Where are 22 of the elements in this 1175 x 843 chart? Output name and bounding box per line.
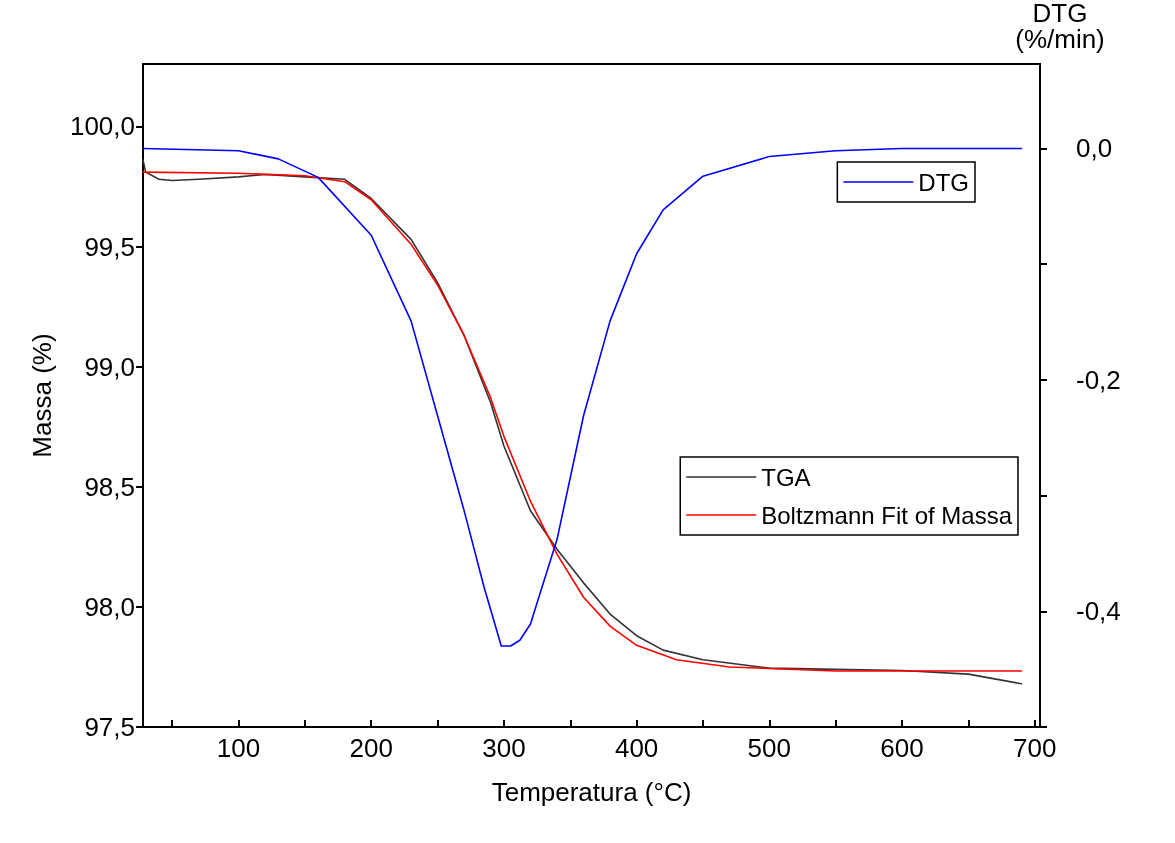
x-tick-label: 200 [349, 733, 393, 763]
y2-axis-title: DTG (%/min) [1015, 0, 1105, 54]
legend-label: Boltzmann Fit of Massa [761, 501, 1013, 529]
legend-label: DTG [918, 168, 970, 196]
x-tick-label: 500 [747, 733, 791, 763]
x-tick-label: 600 [880, 733, 924, 763]
x-tick-label: 400 [614, 733, 659, 763]
x-tick-label: 700 [1013, 733, 1057, 763]
y2-tick-label: -0,4 [1076, 596, 1121, 627]
y-tick-label: 99,5 [84, 231, 135, 262]
y2-tick-label: -0,2 [1076, 364, 1121, 395]
x-tick-label: 100 [216, 733, 261, 763]
y-tick-label: 97,5 [84, 712, 135, 742]
y-tick-label: 99,0 [84, 351, 135, 382]
x-tick-label: 300 [482, 733, 526, 763]
y-axis-title: Massa (%) [27, 333, 57, 458]
x-axis-title: Temperatura (°C) [491, 777, 692, 807]
y-tick-label: 98,5 [84, 471, 135, 502]
legend-label: TGA [761, 463, 811, 491]
y-tick-label: 98,0 [84, 591, 135, 622]
y2-tick-label: 0,0 [1076, 133, 1113, 164]
y-tick-label: 100,0 [69, 111, 135, 142]
